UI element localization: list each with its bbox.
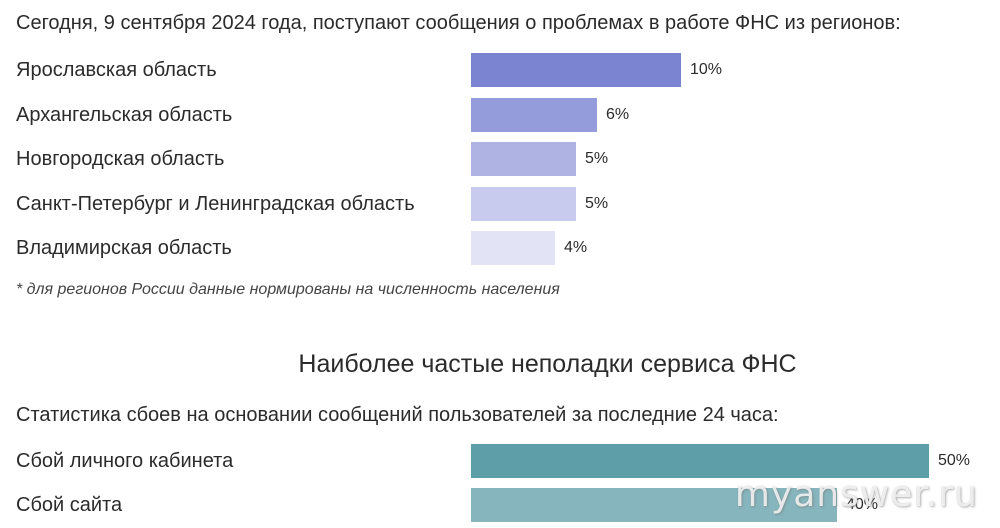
region-category-label: Новгородская область [16, 148, 225, 170]
issue-row: Сбой сайта 40% [0, 488, 1000, 522]
region-value-label: 6% [606, 105, 630, 123]
region-value-label: 10% [690, 61, 723, 78]
regions-headline: Сегодня, 9 сентября 2024 года, поступают… [16, 12, 901, 34]
issue-category-label: Сбой личного кабинета [16, 450, 234, 472]
normalization-footnote: * для регионов России данные нормированы… [16, 281, 560, 298]
region-row: Новгородская область 5% [0, 142, 1000, 176]
region-value-label: 5% [585, 194, 609, 212]
region-bar [471, 186, 576, 221]
region-row: Владимирская область 4% [0, 231, 1000, 265]
issues-section-subtitle: Статистика сбоев на основании сообщений … [16, 404, 779, 426]
region-category-label: Санкт-Петербург и Ленинградская область [16, 192, 415, 215]
region-row: Санкт-Петербург и Ленинградская область 5… [0, 186, 1000, 221]
issue-category-label: Сбой сайта [16, 494, 123, 516]
region-row: Ярославская область 10% [0, 53, 1000, 87]
region-row: Архангельская область 6% [0, 97, 1000, 132]
issue-bar [471, 444, 929, 478]
region-category-label: Ярославская область [16, 59, 217, 81]
region-bar [471, 53, 681, 87]
region-bar [471, 142, 576, 176]
issue-value-label: 40% [846, 496, 879, 513]
issue-value-label: 50% [938, 452, 971, 469]
region-category-label: Владимирская область [16, 237, 232, 259]
region-bar [471, 97, 597, 132]
issue-bar [471, 488, 837, 522]
region-bar [471, 231, 555, 265]
issue-row: Сбой личного кабинета 50% [0, 444, 1000, 478]
watermark: myanswer.ru [734, 474, 978, 515]
region-value-label: 5% [585, 150, 609, 167]
issues-section-title: Наиболее частые неполадки сервиса ФНС [298, 350, 797, 378]
region-value-label: 4% [564, 239, 588, 256]
region-category-label: Архангельская область [16, 103, 233, 126]
